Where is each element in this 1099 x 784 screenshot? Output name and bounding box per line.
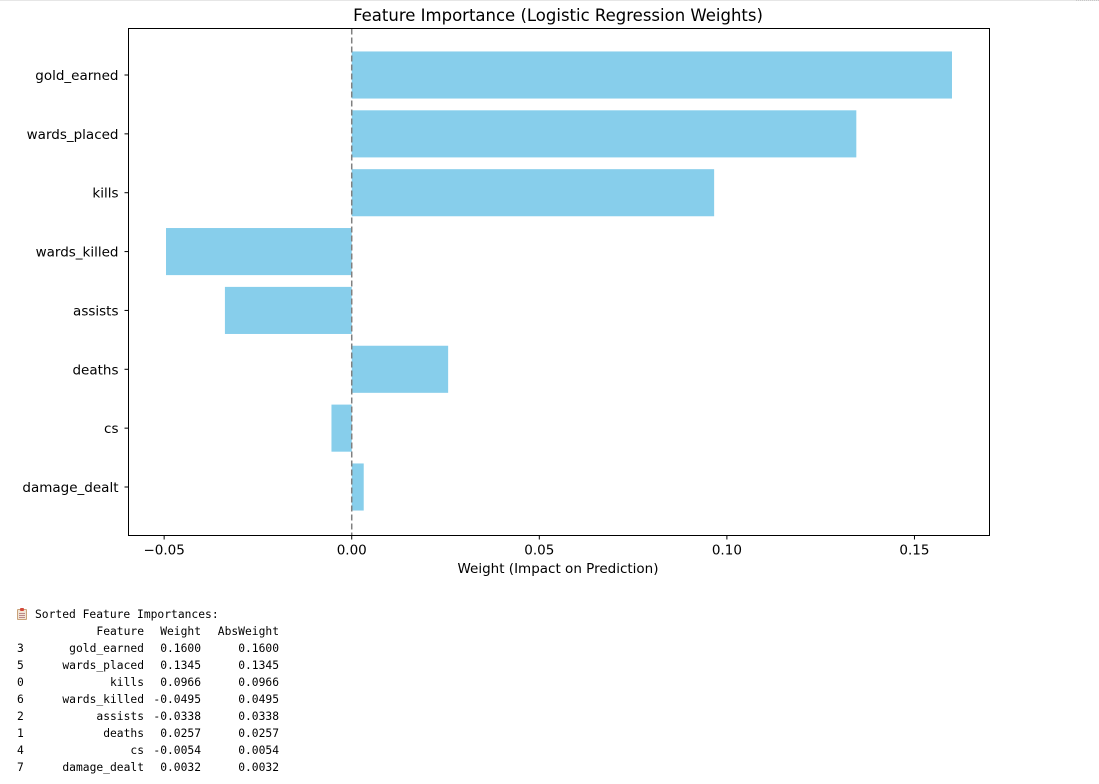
y-tick-label: wards_placed (27, 127, 119, 143)
row-feature: cs (130, 744, 144, 757)
x-axis: −0.05 0.00 0.05 0.10 0.15 (143, 535, 929, 559)
table-header-feature: Feature (96, 625, 144, 638)
y-tick-label: damage_dealt (22, 480, 118, 496)
bar-kills (351, 169, 715, 217)
row-weight: -0.0054 (153, 744, 201, 757)
row-absweight: 0.0054 (238, 744, 279, 757)
table-header-weight: Weight (160, 625, 201, 638)
y-tick-label: cs (104, 421, 118, 437)
bar-deaths (351, 345, 449, 393)
feature-importance-chart: Feature Importance (Logistic Regression … (22, 6, 990, 577)
row-absweight: 0.0257 (238, 727, 279, 740)
row-absweight: 0.0032 (238, 761, 279, 774)
row-weight: 0.1600 (160, 642, 201, 655)
table-header-absweight: AbsWeight (217, 625, 279, 638)
table-row: 7 damage_dealt 0.0032 0.0032 (17, 759, 279, 776)
row-absweight: 0.1345 (238, 659, 279, 672)
x-tick-label: −0.05 (143, 543, 184, 559)
bar-wards-placed (351, 110, 857, 158)
row-index: 1 (17, 727, 24, 740)
row-feature: assists (96, 710, 144, 723)
chart-title: Feature Importance (Logistic Regression … (353, 6, 763, 25)
top-divider-dots (1076, 0, 1099, 3)
bar-cs (331, 404, 352, 452)
y-tick-label: wards_killed (36, 245, 119, 261)
row-weight: -0.0338 (153, 710, 201, 723)
y-tick-label: assists (73, 303, 118, 319)
plot-frame (128, 28, 990, 536)
table-row: 0 kills 0.0966 0.0966 (17, 674, 279, 691)
clipboard-icon (17, 607, 27, 620)
row-index: 5 (17, 659, 24, 672)
row-feature: kills (109, 676, 144, 689)
row-index: 0 (17, 676, 24, 689)
top-divider (0, 0, 1099, 1)
bar-assists (224, 286, 352, 334)
row-weight: 0.0257 (160, 727, 201, 740)
table-header-row: Feature Weight AbsWeight (17, 623, 279, 640)
row-index: 2 (17, 710, 24, 723)
row-weight: 0.1345 (160, 659, 201, 672)
importance-table: Feature Weight AbsWeight 3 gold_earned 0… (17, 623, 279, 776)
y-tick-label: gold_earned (35, 68, 118, 84)
table-row: 6 wards_killed -0.0495 0.0495 (17, 691, 279, 708)
row-weight: -0.0495 (153, 693, 201, 706)
row-absweight: 0.0966 (238, 676, 279, 689)
table-row: 4 cs -0.0054 0.0054 (17, 742, 279, 759)
row-feature: deaths (103, 727, 144, 740)
row-feature: damage_dealt (62, 761, 144, 774)
output-heading: Sorted Feature Importances: (17, 606, 279, 623)
x-tick-label: 0.05 (524, 543, 554, 559)
row-absweight: 0.1600 (238, 642, 279, 655)
output-heading-text: Sorted Feature Importances: (35, 608, 219, 621)
bar-damage-dealt (351, 463, 364, 511)
table-row: 5 wards_placed 0.1345 0.1345 (17, 657, 279, 674)
bars-layer (166, 51, 952, 511)
row-index: 6 (17, 693, 24, 706)
table-row: 2 assists -0.0338 0.0338 (17, 708, 279, 725)
row-feature: wards_placed (62, 659, 144, 672)
console-output: Sorted Feature Importances: Feature Weig… (17, 606, 279, 776)
x-tick-label: 0.00 (337, 543, 367, 559)
bar-gold-earned (351, 51, 952, 99)
row-feature: wards_killed (62, 693, 144, 706)
row-weight: 0.0032 (160, 761, 201, 774)
row-weight: 0.0966 (160, 676, 201, 689)
bar-wards-killed (166, 228, 352, 276)
row-index: 3 (17, 642, 24, 655)
x-tick-label: 0.15 (899, 543, 929, 559)
table-row: 3 gold_earned 0.1600 0.1600 (17, 640, 279, 657)
x-axis-label: Weight (Impact on Prediction) (457, 561, 658, 577)
row-feature: gold_earned (69, 642, 144, 655)
row-absweight: 0.0495 (238, 693, 279, 706)
row-index: 7 (17, 761, 24, 774)
x-tick-label: 0.10 (712, 543, 742, 559)
row-absweight: 0.0338 (238, 710, 279, 723)
y-tick-label: kills (92, 186, 118, 202)
row-index: 4 (17, 744, 24, 757)
table-row: 1 deaths 0.0257 0.0257 (17, 725, 279, 742)
y-tick-label: deaths (72, 362, 118, 378)
